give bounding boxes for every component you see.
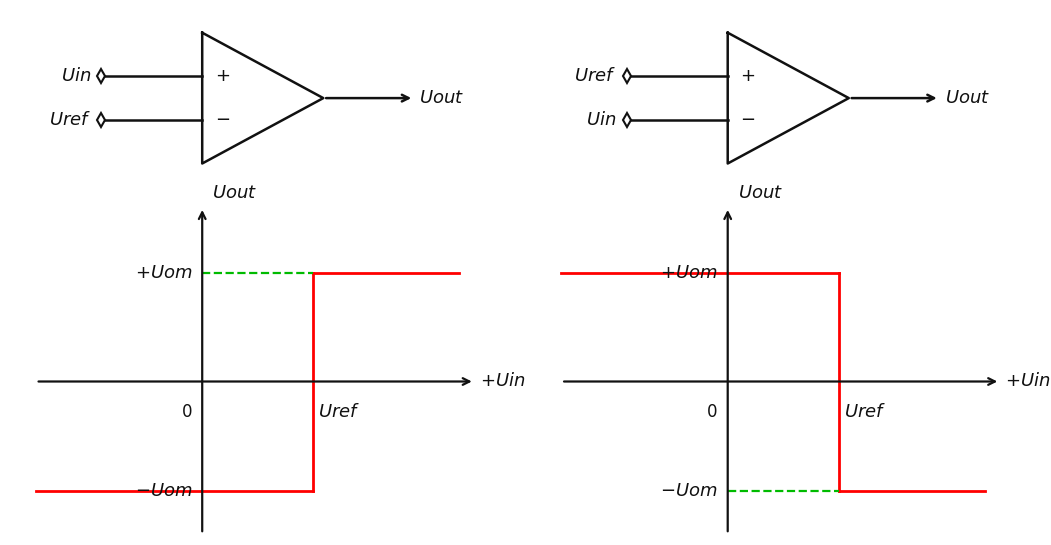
- Text: $Uout$: $Uout$: [419, 89, 465, 107]
- Text: $Uref$: $Uref$: [844, 403, 886, 421]
- Text: +: +: [740, 67, 756, 86]
- Text: $Uref$: $Uref$: [49, 111, 91, 129]
- Text: $+Uom$: $+Uom$: [660, 263, 718, 282]
- Text: −: −: [740, 111, 756, 129]
- Text: 0: 0: [182, 403, 192, 421]
- Text: $Uin$: $Uin$: [61, 67, 91, 86]
- Text: $-Uom$: $-Uom$: [660, 481, 718, 500]
- Text: $Uout$: $Uout$: [738, 184, 783, 202]
- Text: $Uref$: $Uref$: [575, 67, 617, 86]
- Text: −: −: [214, 111, 230, 129]
- Text: +: +: [214, 67, 230, 86]
- Text: $Uin$: $Uin$: [586, 111, 617, 129]
- Text: $-Uom$: $-Uom$: [135, 481, 192, 500]
- Text: $+Uin$: $+Uin$: [1005, 372, 1051, 391]
- Text: $Uref$: $Uref$: [318, 403, 360, 421]
- Text: $Uout$: $Uout$: [945, 89, 990, 107]
- Text: $Uout$: $Uout$: [212, 184, 257, 202]
- Text: $+Uin$: $+Uin$: [479, 372, 526, 391]
- Text: $+Uom$: $+Uom$: [135, 263, 192, 282]
- Text: 0: 0: [707, 403, 718, 421]
